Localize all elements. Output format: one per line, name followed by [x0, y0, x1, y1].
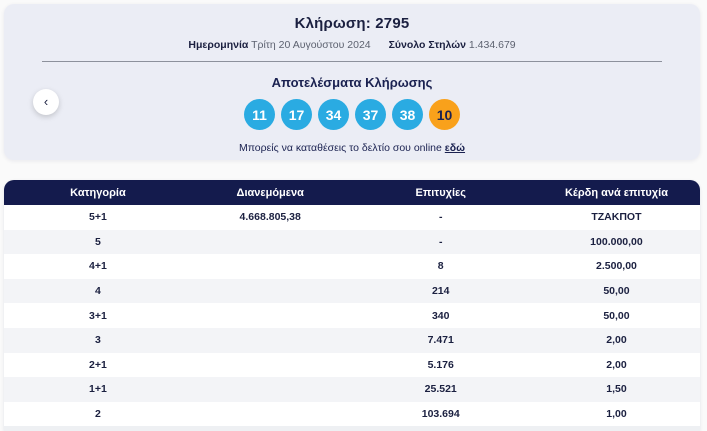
table-row: 1+1 25.521 1,50: [4, 377, 700, 402]
cell-wins: 340: [431, 309, 450, 322]
cell-prize: 50,00: [603, 285, 630, 298]
draw-date: Ημερομηνία Τρίτη 20 Αυγούστου 2024: [188, 39, 370, 51]
cell-prize: 50,00: [603, 309, 630, 322]
total-columns-value: 1.434.679: [468, 39, 516, 51]
cell-prize: ΤΖΑΚΠΟΤ: [591, 211, 642, 224]
cell-prize: 1,00: [606, 408, 627, 421]
cell-wins: -: [438, 211, 443, 224]
draw-title: Κλήρωση: 2795: [294, 15, 410, 32]
cell-category: 1+1: [89, 383, 107, 396]
cell-distributed: 4.668.805,38: [239, 211, 301, 224]
winning-number-ball: 38: [392, 99, 423, 130]
column-header-wins: Επιτυχίες: [415, 186, 466, 199]
previous-draw-button[interactable]: ‹: [33, 89, 59, 115]
table-row: 3 7.471 2,00: [4, 327, 700, 353]
column-header-prize: Κέρδη ανά επιτυχία: [564, 186, 668, 199]
cell-category: 3: [95, 334, 101, 347]
table-row: 5+1 4.668.805,38 - ΤΖΑΚΠΟΤ: [4, 205, 700, 230]
column-header-distributed: Διανεμόμενα: [236, 186, 304, 199]
winning-number-ball: 37: [355, 99, 386, 130]
online-submit-link[interactable]: εδώ: [444, 142, 466, 154]
cell-category: 2+1: [89, 358, 107, 371]
table-row: 5 - 100.000,00: [4, 229, 700, 255]
cell-category: 3+1: [89, 309, 107, 322]
cell-prize: 2,00: [606, 358, 627, 371]
cell-category: 5+1: [89, 211, 107, 224]
cell-category: 2: [95, 408, 101, 421]
cell-wins: 103.694: [421, 408, 460, 421]
table-row: 2 103.694 1,00: [4, 401, 700, 427]
winning-number-ball: 17: [281, 99, 312, 130]
cell-wins: -: [438, 235, 443, 248]
cell-wins: 5.176: [427, 358, 454, 371]
draw-summary-card: Κλήρωση: 2795 Ημερομηνία Τρίτη 20 Αυγούσ…: [4, 4, 700, 160]
winning-number-ball: 11: [244, 99, 275, 130]
cell-prize: 100.000,00: [590, 235, 643, 248]
cell-prize: 2,00: [606, 334, 627, 347]
cell-prize: 2.500,00: [596, 260, 637, 273]
prizes-table-header: Κατηγορία Διανεμόμενα Επιτυχίες Κέρδη αν…: [4, 180, 700, 205]
cell-wins: 214: [431, 285, 450, 298]
table-row: 4 214 50,00: [4, 278, 700, 304]
table-row: 2+1 5.176 2,00: [4, 352, 700, 378]
header-divider: [42, 61, 662, 62]
total-columns: Σύνολο Στηλών 1.434.679: [389, 39, 516, 51]
column-header-category: Κατηγορία: [70, 186, 126, 199]
table-row: 4+1 8 2.500,00: [4, 254, 700, 279]
total-columns-label: Σύνολο Στηλών: [388, 39, 466, 51]
cell-wins: 25.521: [424, 383, 457, 396]
draw-date-value: Τρίτη 20 Αυγούστου 2024: [251, 39, 371, 51]
results-title: Αποτελέσματα Κλήρωσης: [271, 75, 433, 90]
draw-meta: Ημερομηνία Τρίτη 20 Αυγούστου 2024 Σύνολο…: [4, 39, 700, 51]
cell-wins: 7.471: [427, 334, 454, 347]
cta-text: Μπορείς να καταθέσεις το δελτίο σου onli…: [238, 142, 442, 154]
table-row: 3+1 340 50,00: [4, 303, 700, 328]
cell-category: 5: [95, 235, 101, 248]
chevron-left-icon: ‹: [43, 93, 49, 109]
cell-category: 4: [95, 285, 101, 298]
draw-date-label: Ημερομηνία: [188, 39, 249, 51]
cell-prize: 1,50: [606, 383, 627, 396]
cell-category: 4+1: [89, 260, 107, 273]
online-submit-text: Μπορείς να καταθέσεις το δελτίο σου onli…: [4, 142, 700, 154]
prizes-table-body: 5+1 4.668.805,38 - ΤΖΑΚΠΟΤ 5 - 100.000,00 4+1 8 2…: [4, 205, 700, 427]
cell-wins: 8: [437, 260, 444, 273]
winning-number-ball: 34: [318, 99, 349, 130]
prizes-table: Κατηγορία Διανεμόμενα Επιτυχίες Κέρδη αν…: [4, 180, 700, 431]
winning-numbers-row: 11 17 34 37 38 10: [4, 99, 700, 130]
bonus-number-ball: 10: [429, 99, 460, 130]
